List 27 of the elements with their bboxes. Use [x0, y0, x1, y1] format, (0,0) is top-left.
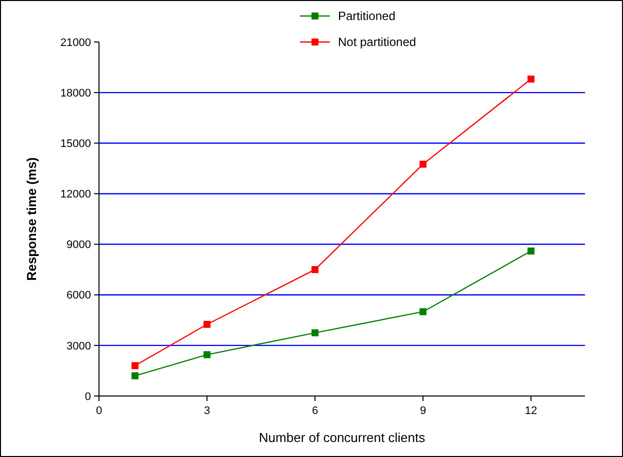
- point: [204, 320, 210, 328]
- y-tick-label: 9000: [66, 239, 91, 252]
- point: [312, 266, 318, 274]
- x-tick-label: 6: [312, 405, 318, 417]
- point: [312, 329, 318, 336]
- x-axis-title: Number of concurrent clients: [258, 430, 426, 445]
- y-tick-label: 18000: [60, 87, 91, 100]
- y-tick-label: 12000: [60, 188, 91, 201]
- point: [132, 372, 138, 380]
- y-tick-label: 6000: [66, 290, 91, 302]
- legend-label: Not partitioned: [338, 35, 416, 50]
- x-tick-label: 9: [420, 405, 426, 417]
- point: [528, 248, 534, 255]
- y-axis-title: Response time (ms): [24, 157, 39, 281]
- point: [420, 308, 426, 316]
- legend-label: Partitioned: [338, 9, 396, 24]
- y-tick-label: 3000: [66, 340, 91, 352]
- point: [204, 351, 210, 358]
- x-tick-label: 12: [524, 405, 538, 417]
- y-tick-label: 21000: [60, 36, 91, 49]
- point: [132, 362, 138, 370]
- point: [528, 76, 534, 83]
- x-tick-label: 3: [204, 405, 210, 417]
- point: [420, 160, 426, 168]
- x-tick-label: 0: [96, 405, 102, 417]
- y-tick-label: 0: [84, 390, 91, 403]
- y-tick-label: 15000: [60, 138, 91, 150]
